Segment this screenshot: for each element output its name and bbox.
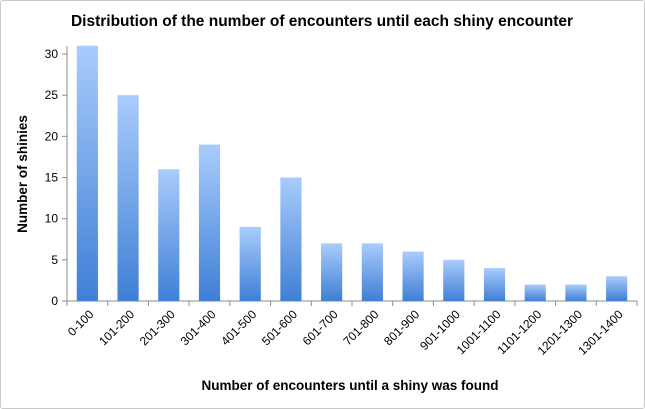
x-tick-label: 301-400: [178, 307, 219, 348]
x-tick-label: 401-500: [218, 307, 259, 348]
bar: [483, 268, 506, 301]
bar: [606, 276, 628, 301]
x-tick-label: 0-100: [65, 307, 97, 339]
x-axis-title: Number of encounters until a shiny was f…: [201, 378, 498, 393]
y-tick-label: 20: [45, 129, 59, 143]
bar: [76, 45, 98, 302]
bar: [198, 144, 221, 301]
y-tick-label: 15: [45, 171, 59, 185]
x-tick-label: 601-700: [300, 307, 341, 348]
bar: [443, 259, 465, 301]
x-tick-label: 1301-1400: [575, 307, 626, 358]
x-tick-label: 201-300: [137, 307, 178, 348]
x-tick-label: 501-600: [259, 307, 300, 348]
y-tick-label: 30: [45, 47, 59, 61]
x-tick-label: 701-800: [340, 307, 381, 348]
bar: [565, 284, 587, 301]
x-tick-label: 801-900: [381, 307, 422, 348]
bar: [239, 226, 261, 301]
bar: [361, 243, 383, 301]
bar: [280, 177, 302, 301]
y-tick-label: 25: [45, 88, 59, 102]
bar: [524, 284, 546, 301]
bar: [117, 95, 139, 302]
y-tick-label: 10: [45, 212, 59, 226]
bar: [321, 243, 343, 301]
y-tick-label: 5: [51, 253, 58, 267]
y-tick-label: 0: [51, 294, 58, 308]
bar: [402, 251, 424, 301]
x-tick-label: 101-200: [96, 307, 137, 348]
y-axis-title: Number of shinies: [15, 115, 30, 233]
chart-title: Distribution of the number of encounters…: [71, 13, 573, 30]
plot-area: 0 5 10 15 20 25 30 0-100 101-200 201-300 301-400 40…: [45, 45, 638, 358]
bar: [158, 169, 180, 301]
